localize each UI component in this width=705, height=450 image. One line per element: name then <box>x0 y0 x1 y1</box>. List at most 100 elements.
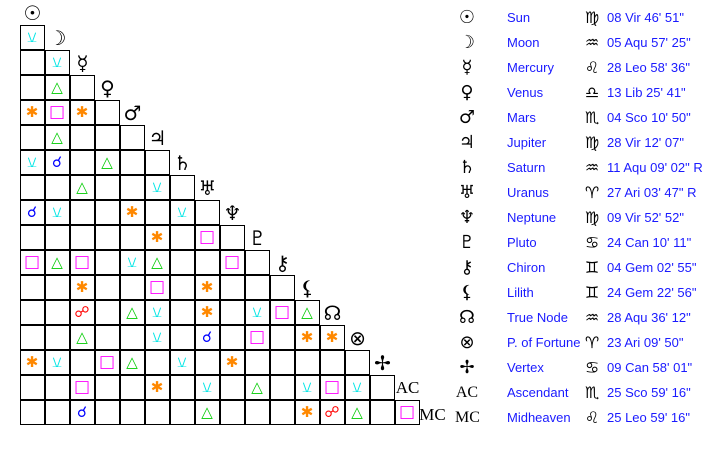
opposition-aspect-icon: ☍ <box>319 399 345 425</box>
planet-glyph-icon: ✢ <box>459 357 475 378</box>
planet-name-link[interactable]: Mars <box>507 110 536 125</box>
planet-name-link[interactable]: Uranus <box>507 185 549 200</box>
planet-name-link[interactable]: Saturn <box>507 160 546 175</box>
sextile-aspect-icon: ✱ <box>69 99 95 125</box>
aspect-cell-empty <box>169 174 195 200</box>
sextile-aspect-icon: ✱ <box>19 349 45 375</box>
planet-position-link[interactable]: 24 Can 10' 11" <box>607 235 692 250</box>
aspect-cell-empty <box>269 324 295 350</box>
aspect-cell-empty <box>169 299 195 325</box>
planet-position-link[interactable]: 24 Gem 22' 56" <box>607 285 697 300</box>
moon-glyph-icon: ☽ <box>48 25 67 50</box>
planet-glyph-icon: ♆ <box>458 207 476 228</box>
planet-row: ♆ Neptune ♍ 09 Vir 52' 52" <box>455 205 705 230</box>
planet-name-link[interactable]: Pluto <box>507 235 537 250</box>
planet-position-link[interactable]: 09 Can 58' 01" <box>607 360 693 375</box>
planet-name-link[interactable]: Neptune <box>507 210 557 225</box>
planet-name-link[interactable]: Midheaven <box>507 410 571 425</box>
planet-position-link[interactable]: 28 Vir 12' 07" <box>607 135 684 150</box>
aspect-cell-empty <box>219 274 245 300</box>
planet-row: ☊ True Node ♒ 28 Aqu 36' 12" <box>455 305 705 330</box>
aspect-cell-empty <box>269 274 295 300</box>
trine-aspect-icon: △ <box>94 149 120 175</box>
planet-position-link[interactable]: 09 Vir 52' 52" <box>607 210 684 225</box>
planet-glyph-icon: MC <box>455 408 480 426</box>
planet-row: ♇ Pluto ♋ 24 Can 10' 11" <box>455 230 705 255</box>
planet-position-link[interactable]: 23 Ari 09' 50" <box>607 335 684 350</box>
planet-name-link[interactable]: Vertex <box>507 360 544 375</box>
semisextile-aspect-icon: ⚺ <box>44 49 70 75</box>
square-aspect-icon: □ <box>319 374 345 400</box>
planet-name-link[interactable]: Ascendant <box>507 385 569 400</box>
planet-name-link[interactable]: Mercury <box>507 60 554 75</box>
midheaven-glyph-icon: MC <box>419 404 446 424</box>
zodiac-sign-icon: ♍ <box>584 8 600 27</box>
zodiac-sign-icon: ♊ <box>584 283 600 302</box>
planet-name-link[interactable]: Jupiter <box>507 135 547 150</box>
aspect-cell-empty <box>194 249 220 275</box>
semisextile-aspect-icon: ⚺ <box>244 299 270 325</box>
planet-glyph-icon: ☉ <box>458 7 476 28</box>
neptune-glyph-icon: ♆ <box>223 200 242 225</box>
planet-position-link[interactable]: 28 Leo 58' 36" <box>607 60 691 75</box>
sextile-aspect-icon: ✱ <box>144 374 170 400</box>
semisextile-aspect-icon: ⚺ <box>294 374 320 400</box>
planet-position-link[interactable]: 25 Sco 59' 16" <box>607 385 691 400</box>
planet-row: ♅ Uranus ♈ 27 Ari 03' 47" R <box>455 180 705 205</box>
planet-row: ♂ Mars ♏ 04 Sco 10' 50" <box>455 105 705 130</box>
mars-glyph-icon: ♂ <box>123 100 142 125</box>
planet-name-link[interactable]: P. of Fortune <box>507 335 581 350</box>
aspect-cell-empty <box>94 174 120 200</box>
square-aspect-icon: □ <box>244 324 270 350</box>
conjunction-aspect-icon: ☌ <box>194 324 220 350</box>
sextile-aspect-icon: ✱ <box>194 299 220 325</box>
aspect-cell-empty <box>119 174 145 200</box>
aspect-cell-empty <box>94 249 120 275</box>
planet-position-link[interactable]: 13 Lib 25' 41" <box>607 85 686 100</box>
aspect-cell-empty <box>69 349 95 375</box>
planet-row: ☽ Moon ♒ 05 Aqu 57' 25" <box>455 30 705 55</box>
aspect-cell-empty <box>244 274 270 300</box>
planet-name-link[interactable]: True Node <box>507 310 568 325</box>
planet-name-link[interactable]: Sun <box>507 10 531 25</box>
square-aspect-icon: □ <box>219 249 245 275</box>
zodiac-sign-icon: ♏ <box>584 108 600 127</box>
p-of-fortune-glyph-icon: ⊗ <box>349 325 366 350</box>
planet-position-link[interactable]: 04 Sco 10' 50" <box>607 110 691 125</box>
planet-position-link[interactable]: 05 Aqu 57' 25" <box>607 35 691 50</box>
planet-name-link[interactable]: Chiron <box>507 260 546 275</box>
planet-glyph-icon: ♅ <box>458 182 476 203</box>
trine-aspect-icon: △ <box>244 374 270 400</box>
aspect-cell-empty <box>219 374 245 400</box>
trine-aspect-icon: △ <box>44 249 70 275</box>
aspect-cell-empty <box>194 349 220 375</box>
aspect-grid: ☉ ☽ ☿ ♀ ♂ ♃ ♄ ♅ ♆ ♇ ⚷ ⚸ ☊ ⊗ ✢ AC MC ⚺ ⚺ △ ✱ □ ✱ △ ⚺ ☌ △ △ ⚺ ☌ ⚺ ✱ ⚺ ✱ □ □ △ □… <box>19 1 446 425</box>
planet-position-link[interactable]: 25 Leo 59' 16" <box>607 410 691 425</box>
semisextile-aspect-icon: ⚺ <box>144 174 170 200</box>
sextile-aspect-icon: ✱ <box>194 274 220 300</box>
aspect-cell-empty <box>219 224 245 250</box>
planet-position-link[interactable]: 27 Ari 03' 47" R <box>607 185 697 200</box>
planet-position-link[interactable]: 04 Gem 02' 55" <box>607 260 697 275</box>
semisextile-aspect-icon: ⚺ <box>169 349 195 375</box>
semisextile-aspect-icon: ⚺ <box>119 249 145 275</box>
planet-position-link[interactable]: 28 Aqu 36' 12" <box>607 310 691 325</box>
planet-glyph-icon: ⚷ <box>460 257 474 278</box>
semisextile-aspect-icon: ⚺ <box>44 349 70 375</box>
planet-position-link[interactable]: 08 Vir 46' 51" <box>607 10 684 25</box>
aspect-cell-empty <box>169 324 195 350</box>
planet-row: MC Midheaven ♌ 25 Leo 59' 16" <box>455 405 705 430</box>
aspect-cell-empty <box>19 274 45 300</box>
trine-aspect-icon: △ <box>344 399 370 425</box>
aspect-cell-empty <box>344 349 370 375</box>
planet-position-link[interactable]: 11 Aqu 09' 02" R <box>607 160 703 175</box>
planet-glyph-icon: ⊗ <box>459 332 475 353</box>
trine-aspect-icon: △ <box>44 74 70 100</box>
planet-name-link[interactable]: Venus <box>507 85 544 100</box>
planet-name-link[interactable]: Moon <box>507 35 540 50</box>
conjunction-aspect-icon: ☌ <box>19 199 45 225</box>
planet-name-link[interactable]: Lilith <box>507 285 534 300</box>
planet-glyph-icon: ⚸ <box>460 282 474 303</box>
aspect-cell-empty <box>169 374 195 400</box>
conjunction-aspect-icon: ☌ <box>69 399 95 425</box>
